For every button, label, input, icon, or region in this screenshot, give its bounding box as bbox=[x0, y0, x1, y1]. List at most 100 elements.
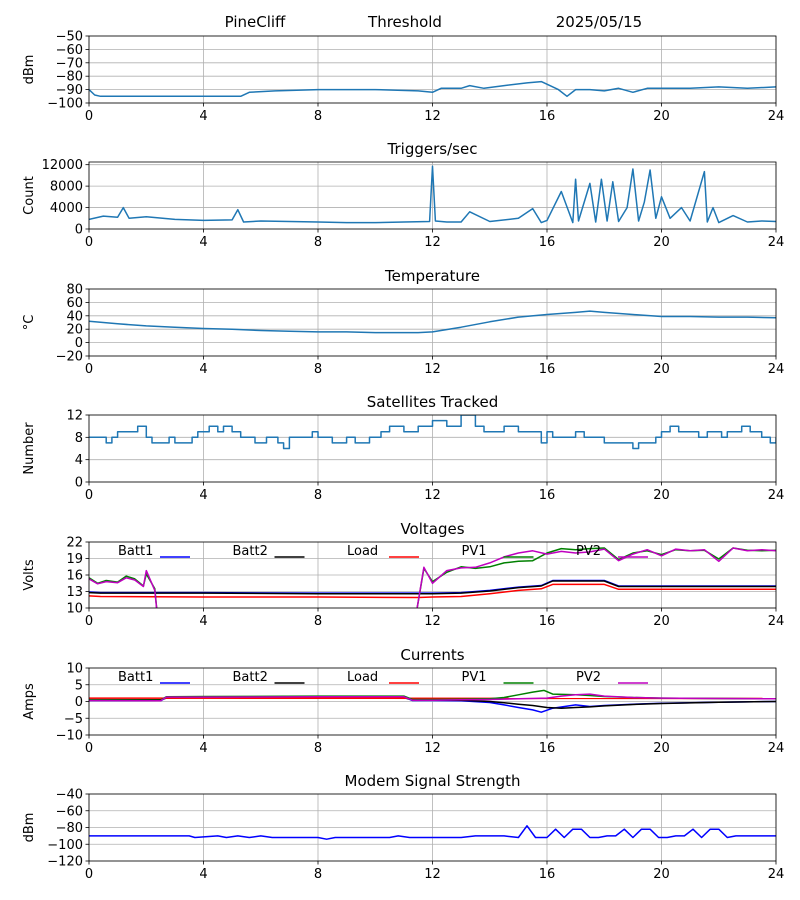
voltages-series-batt2 bbox=[89, 580, 776, 595]
triggers-series-0 bbox=[89, 165, 776, 224]
temperature-ytick-label-0: −20 bbox=[56, 350, 83, 365]
currents-legend-label-pv1: PV1 bbox=[462, 670, 487, 685]
satellites-ylabel: Number bbox=[22, 422, 37, 475]
temperature-ytick-label-5: 80 bbox=[66, 283, 83, 298]
satellites-ytick-label-0: 0 bbox=[75, 476, 83, 491]
voltages-xtick-label-1: 4 bbox=[199, 614, 207, 629]
currents-xtick-label-6: 24 bbox=[768, 741, 785, 756]
satellites-title: Satellites Tracked bbox=[367, 393, 498, 411]
currents-xtick-label-2: 8 bbox=[314, 741, 322, 756]
modem-xtick-label-6: 24 bbox=[768, 867, 785, 882]
temperature-xtick-label-3: 12 bbox=[424, 362, 441, 377]
signal-xtick-label-2: 8 bbox=[314, 109, 322, 124]
temperature-ylabel: °C bbox=[22, 315, 37, 331]
voltages-ytick-label-0: 10 bbox=[66, 602, 83, 617]
signal-series-0 bbox=[89, 80, 776, 98]
modem-xtick-label-4: 16 bbox=[539, 867, 556, 882]
temperature-xtick-label-5: 20 bbox=[653, 362, 670, 377]
header-site: PineCliff bbox=[225, 13, 286, 31]
modem-ytick-label-4: −40 bbox=[56, 788, 83, 803]
panel-signal: 0 4 8 12 16 20 24 −100−90−80−70−60−50 dBm bbox=[22, 30, 784, 125]
header: PineCliff Threshold 2025/05/15 bbox=[225, 13, 643, 31]
signal-xtick-label-0: 0 bbox=[85, 109, 93, 124]
triggers-xtick-label-5: 20 bbox=[653, 235, 670, 250]
signal-series-group bbox=[89, 80, 776, 98]
voltages-title: Voltages bbox=[400, 520, 464, 538]
voltages-xtick-label-0: 0 bbox=[85, 614, 93, 629]
voltages-ytick-label-4: 22 bbox=[66, 536, 83, 551]
triggers-ytick-label-3: 12000 bbox=[42, 158, 83, 173]
signal-ytick-label-5: −50 bbox=[56, 30, 83, 45]
signal-xtick-label-1: 4 bbox=[199, 109, 207, 124]
modem-xtick-label-0: 0 bbox=[85, 867, 93, 882]
modem-xtick-label-2: 8 bbox=[314, 867, 322, 882]
temperature-xtick-label-1: 4 bbox=[199, 362, 207, 377]
signal-ylabel: dBm bbox=[22, 55, 37, 85]
signal-ytick-label-4: −60 bbox=[56, 43, 83, 58]
satellites-xtick-label-5: 20 bbox=[653, 488, 670, 503]
voltages-series-load bbox=[89, 583, 776, 599]
voltages-ytick-label-3: 19 bbox=[66, 552, 83, 567]
satellites-ytick-label-3: 12 bbox=[66, 409, 83, 424]
triggers-ytick-label-1: 4000 bbox=[50, 201, 83, 216]
triggers-xtick-label-6: 24 bbox=[768, 235, 785, 250]
satellites-xtick-label-6: 24 bbox=[768, 488, 785, 503]
voltages-series-pv2 bbox=[89, 547, 776, 608]
currents-xtick-label-4: 16 bbox=[539, 741, 556, 756]
triggers-title: Triggers/sec bbox=[387, 140, 478, 158]
voltages-legend-label-batt1: Batt1 bbox=[118, 544, 153, 559]
voltages-ytick-label-2: 16 bbox=[66, 569, 83, 584]
modem-series-0 bbox=[89, 825, 776, 840]
modem-series-group bbox=[89, 825, 776, 840]
voltages-legend-label-pv1: PV1 bbox=[462, 544, 487, 559]
satellites-xtick-label-2: 8 bbox=[314, 488, 322, 503]
triggers-xtick-label-1: 4 bbox=[199, 235, 207, 250]
temperature-xtick-label-6: 24 bbox=[768, 362, 785, 377]
modem-ytick-label-3: −60 bbox=[56, 804, 83, 819]
voltages-legend-label-pv2: PV2 bbox=[576, 544, 601, 559]
modem-title: Modem Signal Strength bbox=[345, 772, 521, 790]
modem-xtick-label-3: 12 bbox=[424, 867, 441, 882]
satellites-xtick-label-1: 4 bbox=[199, 488, 207, 503]
triggers-xtick-label-0: 0 bbox=[85, 235, 93, 250]
modem-ytick-label-0: −120 bbox=[47, 855, 83, 870]
satellites-ytick-label-2: 8 bbox=[75, 431, 83, 446]
currents-xtick-label-1: 4 bbox=[199, 741, 207, 756]
currents-ytick-label-4: 10 bbox=[66, 662, 83, 677]
voltages-xtick-label-2: 8 bbox=[314, 614, 322, 629]
temperature-title: Temperature bbox=[384, 267, 480, 285]
temperature-ytick-label-3: 40 bbox=[66, 309, 83, 324]
currents-title: Currents bbox=[400, 646, 464, 664]
satellites-xtick-label-4: 16 bbox=[539, 488, 556, 503]
satellites-series-0 bbox=[89, 415, 776, 450]
currents-xtick-label-0: 0 bbox=[85, 741, 93, 756]
temperature-series-0 bbox=[89, 310, 776, 334]
currents-xtick-label-5: 20 bbox=[653, 741, 670, 756]
modem-xtick-label-5: 20 bbox=[653, 867, 670, 882]
currents-ytick-label-1: −5 bbox=[64, 712, 83, 727]
signal-xtick-label-4: 16 bbox=[539, 109, 556, 124]
signal-xtick-label-3: 12 bbox=[424, 109, 441, 124]
modem-xtick-label-1: 4 bbox=[199, 867, 207, 882]
triggers-xtick-label-2: 8 bbox=[314, 235, 322, 250]
satellites-xtick-label-0: 0 bbox=[85, 488, 93, 503]
signal-ytick-label-2: −80 bbox=[56, 70, 83, 85]
temperature-series-group bbox=[89, 310, 776, 334]
signal-ytick-label-1: −90 bbox=[56, 83, 83, 98]
temperature-xtick-label-4: 16 bbox=[539, 362, 556, 377]
panel-satellites: 0 4 8 12 16 20 24 0 4 8 12 Satellites Tracked Number bbox=[22, 393, 784, 503]
signal-ytick-label-3: −70 bbox=[56, 56, 83, 71]
voltages-series-group bbox=[89, 547, 776, 608]
satellites-xtick-label-3: 12 bbox=[424, 488, 441, 503]
voltages-xtick-label-5: 20 bbox=[653, 614, 670, 629]
currents-series-pv2 bbox=[89, 693, 776, 702]
currents-legend-label-pv2: PV2 bbox=[576, 670, 601, 685]
currents-ytick-label-0: −10 bbox=[56, 729, 83, 744]
header-date: 2025/05/15 bbox=[556, 13, 642, 31]
currents-legend-label-batt2: Batt2 bbox=[233, 670, 268, 685]
currents-ytick-label-2: 0 bbox=[75, 695, 83, 710]
temperature-xtick-label-0: 0 bbox=[85, 362, 93, 377]
modem-ylabel: dBm bbox=[22, 813, 37, 843]
